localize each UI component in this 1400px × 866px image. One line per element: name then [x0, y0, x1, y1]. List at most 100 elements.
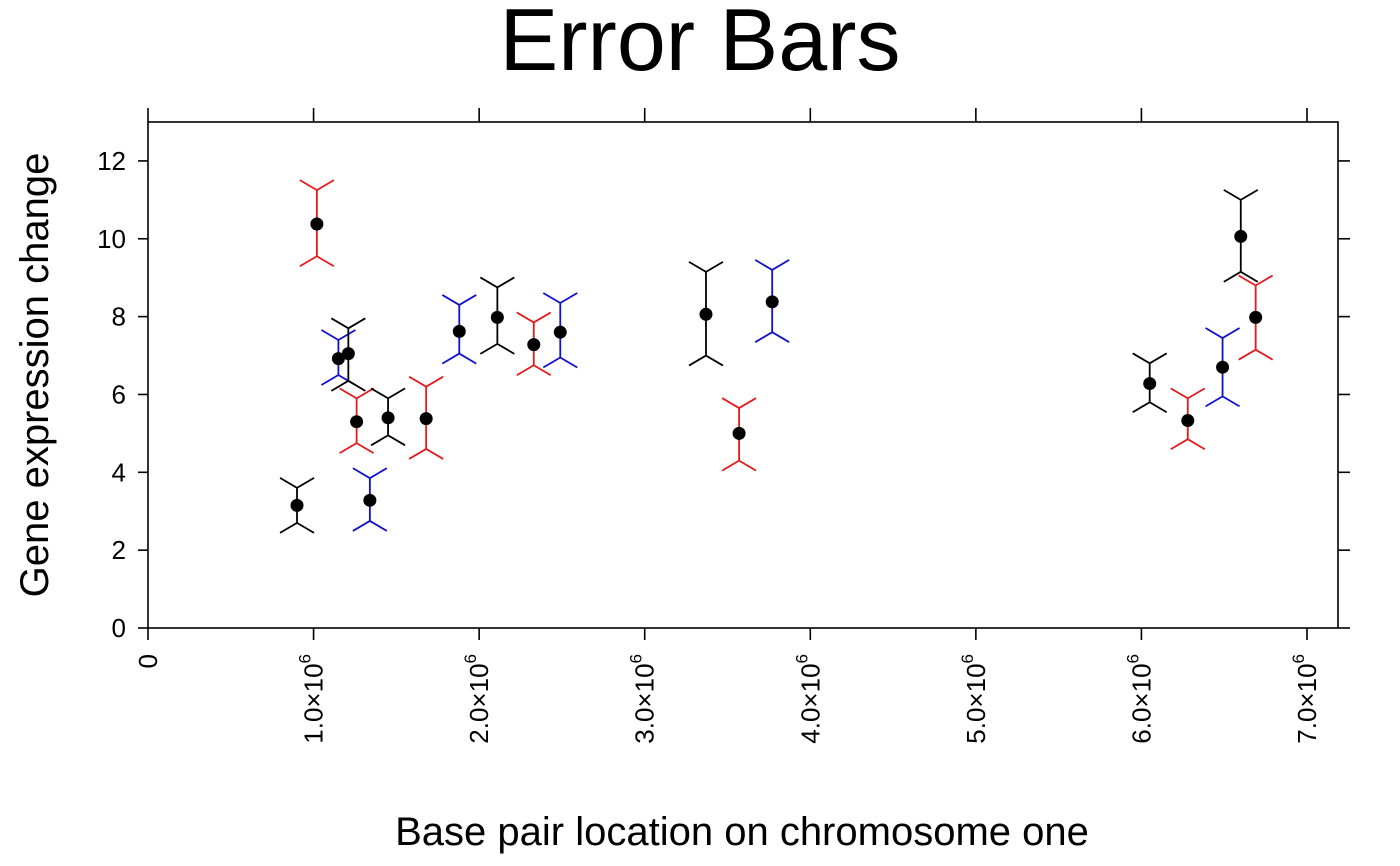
- data-point: [452, 324, 466, 338]
- error-bar-lower-cap: [441, 352, 477, 365]
- x-tick-label: 5.0×106: [958, 654, 991, 744]
- error-bar-point: [339, 387, 375, 454]
- x-tick-mantissa: 1.0×10: [299, 663, 329, 743]
- error-bar-lower-cap: [279, 521, 315, 534]
- data-point: [553, 325, 567, 339]
- error-bar-upper-cap: [299, 179, 335, 192]
- error-bar-upper-cap: [279, 477, 315, 489]
- x-tick-exponent: 6: [792, 654, 811, 663]
- error-bar-upper-cap: [408, 375, 444, 388]
- error-bar-upper-cap: [754, 259, 790, 271]
- data-point: [490, 310, 504, 324]
- error-bar-upper-cap: [1132, 352, 1168, 365]
- error-bar-lower-cap: [688, 354, 724, 367]
- y-axis-label: Gene expression change: [13, 153, 57, 598]
- data-point: [732, 426, 746, 440]
- error-bar-lower-cap: [542, 356, 578, 369]
- error-bar-lower-cap: [330, 379, 366, 392]
- error-bar-upper-cap: [352, 467, 388, 480]
- x-tick-mantissa: 2.0×10: [464, 663, 494, 743]
- error-bar-upper-cap: [721, 397, 757, 410]
- error-bar-point: [352, 467, 388, 532]
- data-point: [527, 338, 541, 352]
- error-bar-point: [479, 276, 515, 355]
- data-point: [290, 498, 304, 512]
- data-point: [381, 411, 395, 425]
- x-tick-exponent: 6: [958, 654, 977, 663]
- error-bar-point: [1132, 352, 1168, 414]
- y-axis: 0 2 4 6 8 10 12: [97, 146, 1350, 643]
- error-bar-upper-cap: [688, 261, 724, 273]
- error-bar-upper-cap: [441, 294, 477, 306]
- error-bar-point: [408, 375, 444, 460]
- x-tick-mantissa: 0: [133, 654, 163, 668]
- data-point: [1249, 310, 1263, 324]
- error-bar-point: [299, 179, 335, 268]
- error-bar-point: [1205, 327, 1241, 408]
- data-point: [341, 347, 355, 361]
- error-bar-lower-cap: [516, 364, 552, 377]
- data-point: [363, 493, 377, 507]
- error-bar-point: [441, 294, 477, 365]
- data-point: [765, 295, 779, 309]
- error-bar-lower-cap: [1132, 401, 1168, 414]
- y-tick-label: 4: [112, 457, 126, 487]
- x-tick-label: 0: [133, 654, 163, 668]
- error-bar-upper-cap: [1238, 274, 1274, 287]
- y-tick-label: 2: [112, 535, 126, 565]
- x-tick-label: 1.0×106: [296, 654, 329, 744]
- error-bar-upper-cap: [320, 329, 356, 342]
- error-bar-point: [330, 317, 366, 392]
- error-bar-lower-cap: [754, 331, 790, 343]
- error-bar-point: [279, 477, 315, 534]
- x-tick-label: 6.0×106: [1123, 654, 1156, 744]
- x-tick-mantissa: 6.0×10: [1126, 663, 1156, 743]
- error-bar-lower-cap: [1170, 438, 1206, 450]
- error-bar-lower-cap: [299, 255, 335, 268]
- data-point: [1216, 360, 1230, 374]
- error-bar-upper-cap: [1205, 327, 1241, 340]
- x-tick-exponent: 6: [1123, 654, 1142, 663]
- x-tick-exponent: 6: [461, 654, 480, 663]
- error-bar-point: [721, 397, 757, 472]
- x-tick-mantissa: 3.0×10: [630, 663, 660, 743]
- data-point: [331, 352, 345, 366]
- error-bar-point: [370, 387, 406, 447]
- data-point: [699, 307, 713, 321]
- error-bar-point: [754, 259, 790, 343]
- x-tick-exponent: 6: [296, 654, 315, 663]
- data-point: [419, 412, 433, 426]
- plot-frame: [147, 121, 1339, 629]
- error-bar-upper-cap: [330, 317, 366, 330]
- y-tick-label: 6: [112, 379, 126, 409]
- error-bar-upper-cap: [542, 292, 578, 305]
- x-tick-mantissa: 5.0×10: [961, 663, 991, 743]
- x-tick-mantissa: 4.0×10: [795, 663, 825, 743]
- error-bar-lower-cap: [339, 442, 375, 454]
- y-tick-label: 10: [97, 224, 126, 254]
- error-bar-lower-cap: [370, 434, 406, 447]
- error-bar-upper-cap: [1170, 387, 1206, 400]
- data-point: [1234, 229, 1248, 243]
- error-bar-upper-cap: [1223, 189, 1259, 201]
- x-tick-label: 4.0×106: [792, 654, 825, 744]
- error-bar-point: [1238, 274, 1274, 361]
- data-point: [310, 217, 324, 231]
- error-bar-lower-cap: [320, 373, 356, 386]
- data-points: [279, 179, 1274, 534]
- error-bar-point: [688, 261, 724, 367]
- data-point: [350, 415, 364, 429]
- error-bar-lower-cap: [1238, 348, 1274, 361]
- x-tick-label: 3.0×106: [627, 654, 660, 744]
- error-bar-upper-cap: [479, 276, 515, 289]
- error-bar-lower-cap: [721, 459, 757, 472]
- error-bar-point: [1170, 387, 1206, 450]
- y-tick-label: 0: [112, 613, 126, 643]
- error-bar-lower-cap: [408, 447, 444, 460]
- error-bar-lower-cap: [479, 342, 515, 355]
- x-tick-exponent: 6: [627, 654, 646, 663]
- error-bar-lower-cap: [1205, 395, 1241, 408]
- chart-title: Error Bars: [500, 0, 901, 89]
- error-bar-upper-cap: [370, 387, 406, 400]
